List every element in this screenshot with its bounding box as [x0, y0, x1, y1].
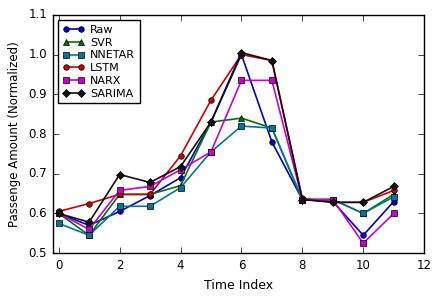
NNETAR	[147, 205, 153, 208]
SVR	[330, 198, 335, 201]
NNETAR	[87, 233, 92, 237]
Raw	[87, 224, 92, 227]
NARX	[300, 198, 305, 201]
Y-axis label: Passenge Amount (Normalized): Passenge Amount (Normalized)	[8, 41, 21, 227]
SARIMA	[269, 59, 275, 62]
SARIMA	[300, 198, 305, 201]
LSTM	[300, 196, 305, 200]
Line: NNETAR: NNETAR	[56, 123, 396, 238]
Legend: Raw, SVR, NNETAR, LSTM, NARX, SARIMA: Raw, SVR, NNETAR, LSTM, NARX, SARIMA	[58, 20, 140, 103]
SARIMA	[147, 181, 153, 184]
SARIMA	[178, 165, 183, 168]
Raw	[391, 200, 396, 203]
SVR	[239, 116, 244, 120]
Line: SVR: SVR	[56, 115, 396, 238]
NARX	[87, 227, 92, 231]
LSTM	[269, 59, 275, 62]
Raw	[330, 200, 335, 203]
Raw	[269, 140, 275, 144]
Raw	[56, 212, 61, 215]
NARX	[361, 242, 366, 245]
SARIMA	[361, 200, 366, 204]
NARX	[56, 212, 61, 215]
SARIMA	[391, 184, 396, 188]
LSTM	[87, 202, 92, 205]
NARX	[117, 189, 122, 192]
NNETAR	[178, 186, 183, 189]
LSTM	[391, 189, 396, 192]
SARIMA	[239, 51, 244, 54]
NNETAR	[117, 205, 122, 208]
LSTM	[361, 200, 366, 204]
SVR	[269, 126, 275, 130]
SARIMA	[87, 220, 92, 224]
NARX	[330, 198, 335, 201]
NARX	[391, 212, 396, 215]
Line: Raw: Raw	[56, 52, 396, 238]
LSTM	[330, 200, 335, 204]
Raw	[117, 210, 122, 213]
NARX	[239, 79, 244, 82]
Line: SARIMA: SARIMA	[56, 50, 396, 225]
Raw	[239, 53, 244, 56]
NNETAR	[239, 124, 244, 128]
LSTM	[147, 193, 153, 196]
LSTM	[178, 154, 183, 158]
Line: LSTM: LSTM	[56, 52, 396, 214]
SVR	[208, 120, 213, 124]
NARX	[208, 150, 213, 154]
SVR	[178, 184, 183, 188]
NNETAR	[300, 198, 305, 201]
NNETAR	[361, 212, 366, 215]
NARX	[178, 168, 183, 172]
SVR	[56, 212, 61, 215]
SVR	[361, 212, 366, 215]
SARIMA	[117, 173, 122, 176]
X-axis label: Time Index: Time Index	[204, 279, 273, 292]
NNETAR	[330, 198, 335, 201]
NNETAR	[56, 222, 61, 225]
SARIMA	[208, 120, 213, 124]
Line: NARX: NARX	[56, 78, 396, 246]
NNETAR	[269, 126, 275, 130]
NNETAR	[391, 195, 396, 199]
Raw	[361, 233, 366, 237]
Raw	[178, 176, 183, 179]
SVR	[117, 193, 122, 196]
Raw	[208, 120, 213, 124]
Raw	[300, 198, 305, 201]
LSTM	[208, 98, 213, 102]
SARIMA	[330, 200, 335, 204]
NNETAR	[208, 150, 213, 154]
NARX	[147, 184, 153, 188]
SVR	[147, 193, 153, 196]
SVR	[87, 233, 92, 237]
SARIMA	[56, 212, 61, 215]
LSTM	[56, 210, 61, 213]
LSTM	[239, 53, 244, 56]
SVR	[391, 193, 396, 196]
Raw	[147, 194, 153, 197]
NARX	[269, 79, 275, 82]
SVR	[300, 198, 305, 201]
LSTM	[117, 193, 122, 196]
